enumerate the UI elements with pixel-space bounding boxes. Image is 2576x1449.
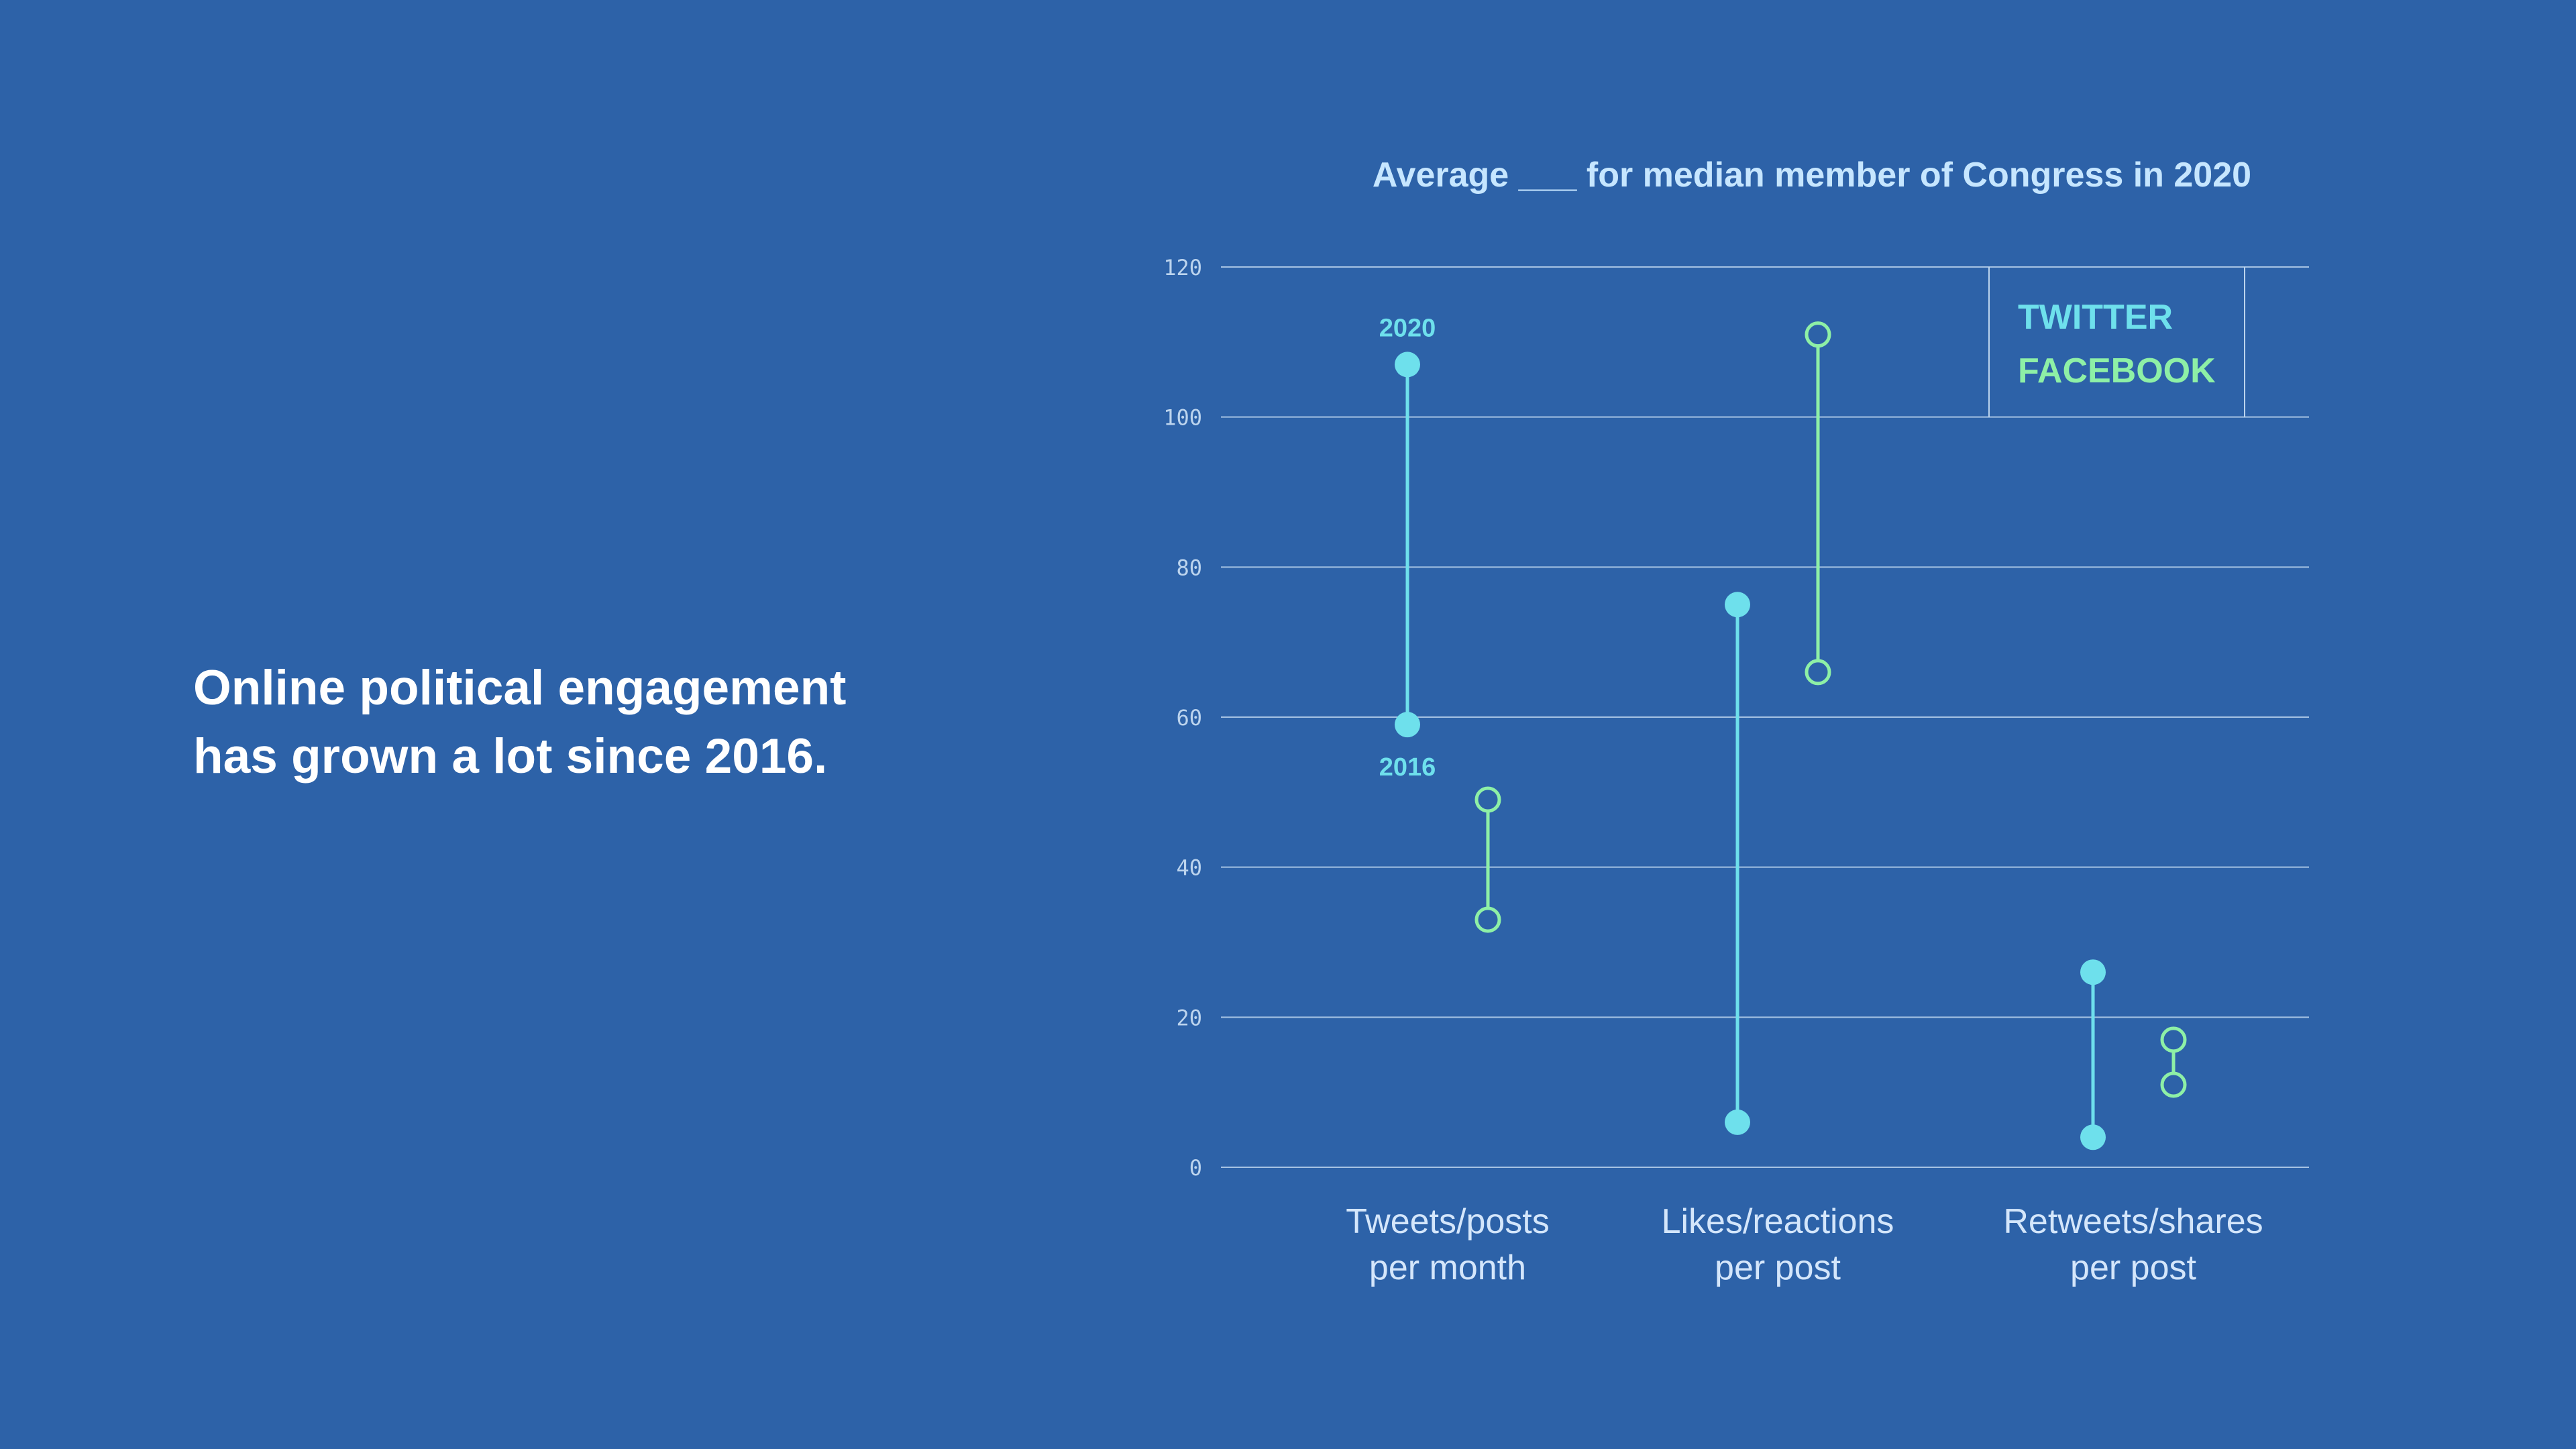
- facebook-point-2020-0: [1474, 786, 1501, 813]
- facebook-point-2020-2: [2160, 1026, 2187, 1053]
- y-tick-label-0: 0: [1189, 1155, 1202, 1181]
- twitter-point-2020-2: [2080, 959, 2106, 985]
- y-tick-label-100: 100: [1163, 405, 1202, 431]
- facebook-point-2016-0: [1474, 906, 1501, 933]
- twitter-point-2016-1: [1725, 1109, 1750, 1135]
- twitter-point-2016-2: [2080, 1124, 2106, 1150]
- legend-entry-twitter: TWITTER: [2018, 298, 2173, 337]
- twitter-point-2020-1: [1725, 592, 1750, 618]
- twitter-point-2020-0: [1395, 352, 1420, 378]
- facebook-point-2016-2: [2160, 1071, 2187, 1098]
- y-tick-label-120: 120: [1163, 255, 1202, 280]
- y-tick-label-20: 20: [1176, 1005, 1202, 1030]
- y-tick-label-80: 80: [1176, 555, 1202, 580]
- y-tick-label-60: 60: [1176, 705, 1202, 731]
- headline: Online political engagement has grown a …: [193, 654, 998, 791]
- category-label-1-line1: Likes/reactions: [1662, 1202, 1894, 1241]
- twitter-point-2016-0: [1395, 712, 1420, 738]
- facebook-point-2016-1: [1805, 659, 1831, 686]
- category-label-0-line2: per month: [1369, 1248, 1526, 1287]
- headline-line-1: Online political engagement: [193, 661, 847, 715]
- category-label-2-line1: Retweets/shares: [2003, 1202, 2263, 1241]
- facebook-point-2020-1: [1805, 321, 1831, 348]
- chart-title: Average ___ for median member of Congres…: [1373, 156, 2251, 195]
- y-tick-label-40: 40: [1176, 855, 1202, 881]
- category-label-1-line2: per post: [1715, 1248, 1841, 1287]
- headline-line-2: has grown a lot since 2016.: [193, 729, 828, 784]
- category-label-0-line1: Tweets/posts: [1346, 1202, 1549, 1241]
- annotation-2020: 2020: [1379, 314, 1436, 342]
- legend-entry-facebook: FACEBOOK: [2018, 352, 2216, 390]
- category-label-2-line2: per post: [2070, 1248, 2196, 1287]
- annotation-2016: 2016: [1379, 753, 1436, 782]
